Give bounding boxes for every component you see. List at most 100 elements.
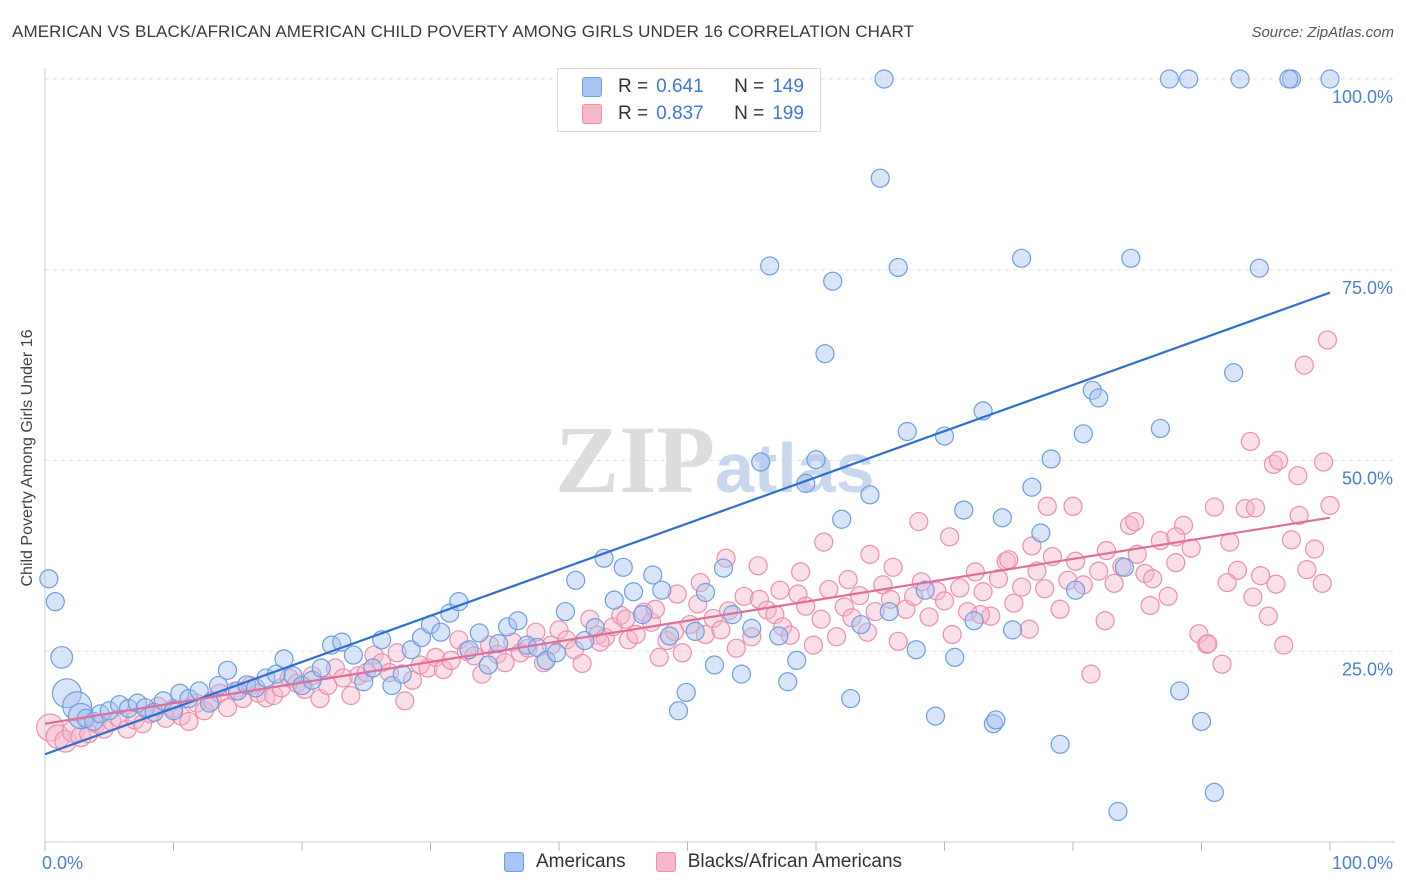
data-point (1191, 711, 1212, 732)
data-point (954, 500, 974, 520)
data-point (815, 344, 835, 364)
data-point (964, 611, 984, 631)
data-point (1279, 69, 1299, 89)
data-point (1294, 355, 1314, 375)
data-point (826, 627, 847, 647)
data-point (1081, 664, 1101, 684)
data-point (819, 579, 839, 600)
data-point (1104, 573, 1124, 593)
data-point (1073, 424, 1093, 444)
data-point (1121, 248, 1141, 268)
legend-item-americans[interactable]: Americans (503, 851, 626, 873)
data-point (1063, 496, 1083, 516)
y-tick-label: 50.0% (1342, 469, 1393, 489)
data-point (823, 271, 843, 291)
data-point (449, 630, 469, 650)
watermark-zip: ZIP (555, 406, 715, 513)
data-point (643, 565, 663, 585)
data-point (1011, 248, 1032, 268)
data-point (1019, 619, 1039, 639)
data-point (51, 678, 82, 709)
data-point (897, 421, 917, 442)
data-point (1150, 418, 1170, 439)
data-point (751, 452, 771, 472)
data-point (1173, 515, 1194, 535)
data-point (790, 562, 811, 582)
data-point (645, 599, 665, 619)
legend-n-value: 149 (772, 76, 804, 97)
data-point (1217, 572, 1237, 593)
data-point (1304, 539, 1325, 559)
legend-row-americans: R = 0.641 N = 149 (558, 73, 804, 101)
data-point (1125, 511, 1145, 532)
data-point (1082, 380, 1102, 400)
data-point (915, 580, 935, 600)
data-point (1266, 574, 1286, 594)
source-label: Source: ZipAtlas.com (1251, 24, 1394, 41)
data-point (731, 664, 752, 684)
data-point (1027, 561, 1047, 581)
data-point (478, 655, 498, 675)
x-tick-label: 100.0% (1332, 853, 1393, 873)
data-point (965, 562, 985, 582)
data-point (1227, 560, 1248, 580)
data-point (50, 645, 74, 669)
data-point (1089, 388, 1109, 408)
data-point (1204, 497, 1224, 517)
data-point (590, 632, 610, 652)
data-point (469, 623, 489, 643)
data-point (1140, 595, 1160, 616)
data-point (851, 614, 871, 635)
legend-row-blacks: R = 0.837 N = 199 (558, 100, 804, 128)
legend-n-label: N = (734, 76, 765, 97)
data-point (760, 256, 780, 276)
data-point (1108, 801, 1128, 822)
data-point (778, 672, 798, 692)
data-point (1166, 553, 1186, 573)
data-point (713, 558, 734, 578)
data-point (841, 688, 861, 709)
data-point (1041, 449, 1061, 469)
data-point (870, 168, 890, 188)
data-point (1065, 551, 1086, 571)
data-point (919, 607, 939, 627)
data-point (536, 650, 556, 671)
data-point (652, 580, 672, 600)
data-point (992, 508, 1012, 528)
data-point (803, 635, 824, 655)
data-point (865, 601, 885, 622)
data-point (986, 710, 1006, 730)
data-point (1114, 557, 1135, 577)
data-point (1159, 69, 1179, 89)
data-point (1281, 530, 1302, 550)
legend-label-americans: Americans (535, 851, 626, 872)
trendline-blacks (44, 516, 1331, 725)
data-point (1179, 69, 1199, 89)
data-point (572, 653, 592, 674)
data-point (1320, 69, 1340, 89)
data-point (341, 685, 361, 706)
legend-item-blacks[interactable]: Blacks/African Americans (655, 851, 902, 873)
data-point (1089, 561, 1109, 581)
data-point (857, 622, 878, 642)
data-point (363, 658, 383, 678)
legend-n-label: N = (734, 103, 765, 124)
data-point (832, 509, 852, 529)
data-point (770, 580, 790, 600)
data-point (1119, 515, 1140, 535)
data-point (880, 589, 901, 609)
watermark: ZIP atlas (555, 406, 875, 513)
legend-swatch-blacks (582, 104, 602, 124)
data-point (1317, 330, 1338, 350)
bottom-legend: Americans Blacks/African Americans (0, 851, 1406, 873)
data-point (1158, 586, 1178, 606)
data-point (616, 609, 636, 629)
trendline-americans (44, 291, 1331, 756)
legend-r-label: R = (618, 76, 649, 97)
data-point (690, 572, 710, 593)
watermark-atlas: atlas (715, 429, 875, 507)
data-point (695, 582, 716, 603)
data-point (672, 643, 692, 663)
data-point (1245, 498, 1266, 518)
data-point (402, 670, 423, 690)
